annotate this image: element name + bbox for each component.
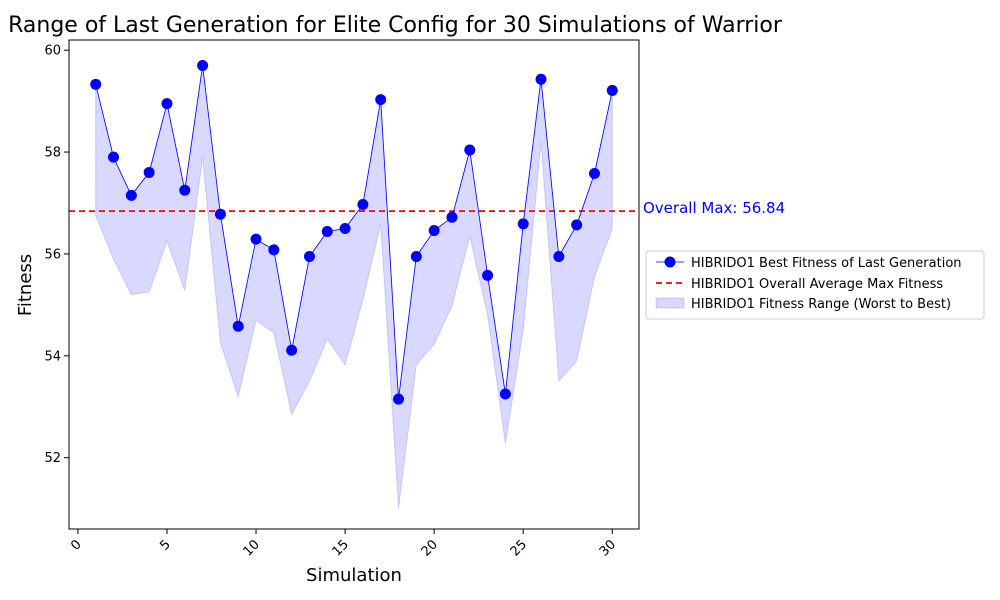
y-tick-label: 56 (44, 247, 61, 262)
data-point (588, 167, 600, 179)
legend-frame (645, 250, 985, 320)
data-point (108, 151, 120, 163)
data-point (535, 73, 547, 85)
legend-average-label: HIBRIDO1 Overall Average Max Fitness (691, 277, 943, 292)
data-point (428, 225, 440, 237)
y-tick-label: 60 (44, 44, 61, 59)
y-axis: 52 54 56 58 60 (44, 44, 69, 466)
y-axis-title: Fitness (15, 254, 36, 316)
data-point (143, 166, 155, 178)
y-tick-label: 52 (44, 451, 61, 466)
data-point (357, 199, 369, 211)
x-tick-label: 5 (157, 537, 173, 553)
data-point (268, 244, 280, 256)
x-tick-label: 25 (508, 537, 530, 559)
data-point (553, 250, 565, 262)
x-tick-label: 10 (241, 537, 263, 559)
chart-title: Range of Last Generation for Elite Confi… (8, 13, 783, 38)
x-tick-label: 20 (419, 537, 441, 559)
data-point (161, 98, 173, 110)
data-point (250, 233, 262, 245)
data-point (375, 94, 387, 106)
data-point (197, 59, 209, 71)
y-tick-label: 58 (44, 146, 61, 161)
legend-item-best: HIBRIDO1 Best Fitness of Last Generation (656, 256, 962, 271)
x-tick-label: 15 (330, 537, 352, 559)
data-point (232, 320, 244, 332)
legend-range-label: HIBRIDO1 Fitness Range (Worst to Best) (691, 297, 951, 312)
data-point (179, 184, 191, 196)
x-tick-label: 30 (597, 537, 619, 559)
x-tick-label: 0 (68, 537, 84, 553)
data-point (517, 218, 529, 230)
x-axis: 0 5 10 15 20 25 30 (68, 529, 619, 560)
data-point (464, 144, 476, 156)
legend-range-swatch-icon (655, 297, 685, 309)
plot-area (69, 59, 639, 509)
data-point (482, 269, 494, 281)
y-tick-label: 54 (44, 349, 61, 364)
data-point (499, 388, 511, 400)
legend-item-average: HIBRIDO1 Overall Average Max Fitness (656, 277, 943, 292)
data-point (125, 189, 137, 201)
plot-frame (68, 39, 640, 530)
data-point (303, 250, 315, 262)
legend-item-range: HIBRIDO1 Fitness Range (Worst to Best) (655, 297, 951, 312)
best-fitness-points (90, 59, 618, 405)
overall-max-annotation: Overall Max: 56.84 (643, 199, 785, 217)
data-point (571, 219, 583, 231)
legend-best-marker-icon (664, 256, 676, 268)
x-axis-title: Simulation (306, 565, 402, 586)
data-point (286, 344, 298, 356)
data-point (214, 208, 226, 220)
data-point (446, 211, 458, 223)
data-point (339, 222, 351, 234)
legend-best-label: HIBRIDO1 Best Fitness of Last Generation (691, 256, 962, 271)
legend: HIBRIDO1 Best Fitness of Last Generation… (645, 250, 985, 320)
data-point (90, 78, 102, 90)
data-point (321, 226, 333, 238)
data-point (606, 84, 618, 96)
data-point (410, 250, 422, 262)
data-point (393, 393, 405, 405)
best-fitness-line (95, 65, 613, 400)
